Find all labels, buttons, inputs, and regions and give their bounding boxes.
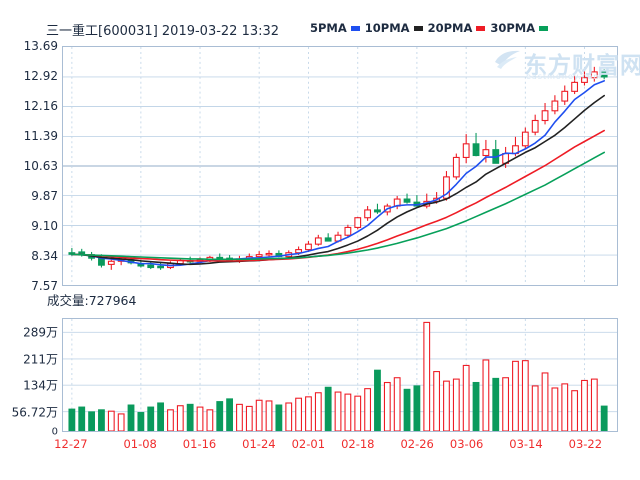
legend-item-20pma[interactable]: 20PMA xyxy=(428,21,486,35)
date-x-tick: 03-14 xyxy=(509,437,543,451)
price-y-tick: 12.92 xyxy=(23,69,58,84)
volume-y-tick: 0 xyxy=(51,426,58,438)
legend-swatch-30pma xyxy=(539,25,549,31)
volume-y-tick: 134万 xyxy=(23,378,58,393)
price-chart-panel[interactable] xyxy=(62,46,618,286)
price-y-axis: 13.69 12.92 12.16 11.39 10.63 9.87 9.10 8.34 7.5… xyxy=(0,0,58,480)
date-x-tick: 01-08 xyxy=(123,437,157,451)
price-y-tick: 8.34 xyxy=(31,248,58,263)
date-x-tick: 02-01 xyxy=(291,437,326,451)
volume-y-tick: 56.72万 xyxy=(11,405,58,420)
date-x-tick: 02-18 xyxy=(341,437,375,451)
chart-header: 三一重工[600031] 2019-03-22 13:32 5PMA 10PMA… xyxy=(0,0,640,44)
price-y-tick: 13.69 xyxy=(23,39,58,53)
legend-swatch-20pma xyxy=(476,25,486,31)
date-x-tick: 03-22 xyxy=(568,437,603,451)
legend-item-30pma[interactable]: 30PMA xyxy=(490,21,549,35)
volume-y-tick: 289万 xyxy=(23,325,58,340)
legend-item-10pma[interactable]: 10PMA xyxy=(365,21,423,35)
price-y-tick: 12.16 xyxy=(23,99,58,113)
price-y-tick: 9.10 xyxy=(31,219,58,233)
price-y-tick: 10.63 xyxy=(23,159,58,173)
volume-plot xyxy=(63,319,617,431)
date-x-tick: 12-27 xyxy=(54,437,88,451)
volume-y-tick: 211万 xyxy=(23,352,58,367)
price-y-tick: 11.39 xyxy=(23,129,58,144)
price-y-tick: 9.87 xyxy=(31,188,58,203)
volume-y-axis: 289万 211万 134万 56.72万 0 xyxy=(0,0,58,480)
page-title: 三一重工[600031] 2019-03-22 13:32 xyxy=(46,24,280,39)
legend-swatch-5pma xyxy=(350,25,360,31)
legend-item-5pma[interactable]: 5PMA xyxy=(310,21,360,35)
price-y-tick: 7.57 xyxy=(31,279,58,293)
date-x-tick: 01-16 xyxy=(182,437,217,451)
legend-label-30pma: 30PMA xyxy=(490,21,536,35)
legend-label-5pma: 5PMA xyxy=(310,21,347,35)
date-x-tick: 01-24 xyxy=(242,437,276,451)
volume-chart-panel[interactable] xyxy=(62,318,618,432)
legend-swatch-10pma xyxy=(413,25,423,31)
volume-caption: 成交量:727964 xyxy=(47,293,137,308)
date-x-tick: 02-26 xyxy=(400,437,434,451)
ma-legend: 5PMA 10PMA 20PMA 30PMA xyxy=(310,21,549,35)
date-x-tick: 03-06 xyxy=(449,437,484,451)
legend-label-10pma: 10PMA xyxy=(364,21,410,35)
legend-label-20pma: 20PMA xyxy=(427,21,473,35)
candlestick-plot xyxy=(63,47,617,285)
